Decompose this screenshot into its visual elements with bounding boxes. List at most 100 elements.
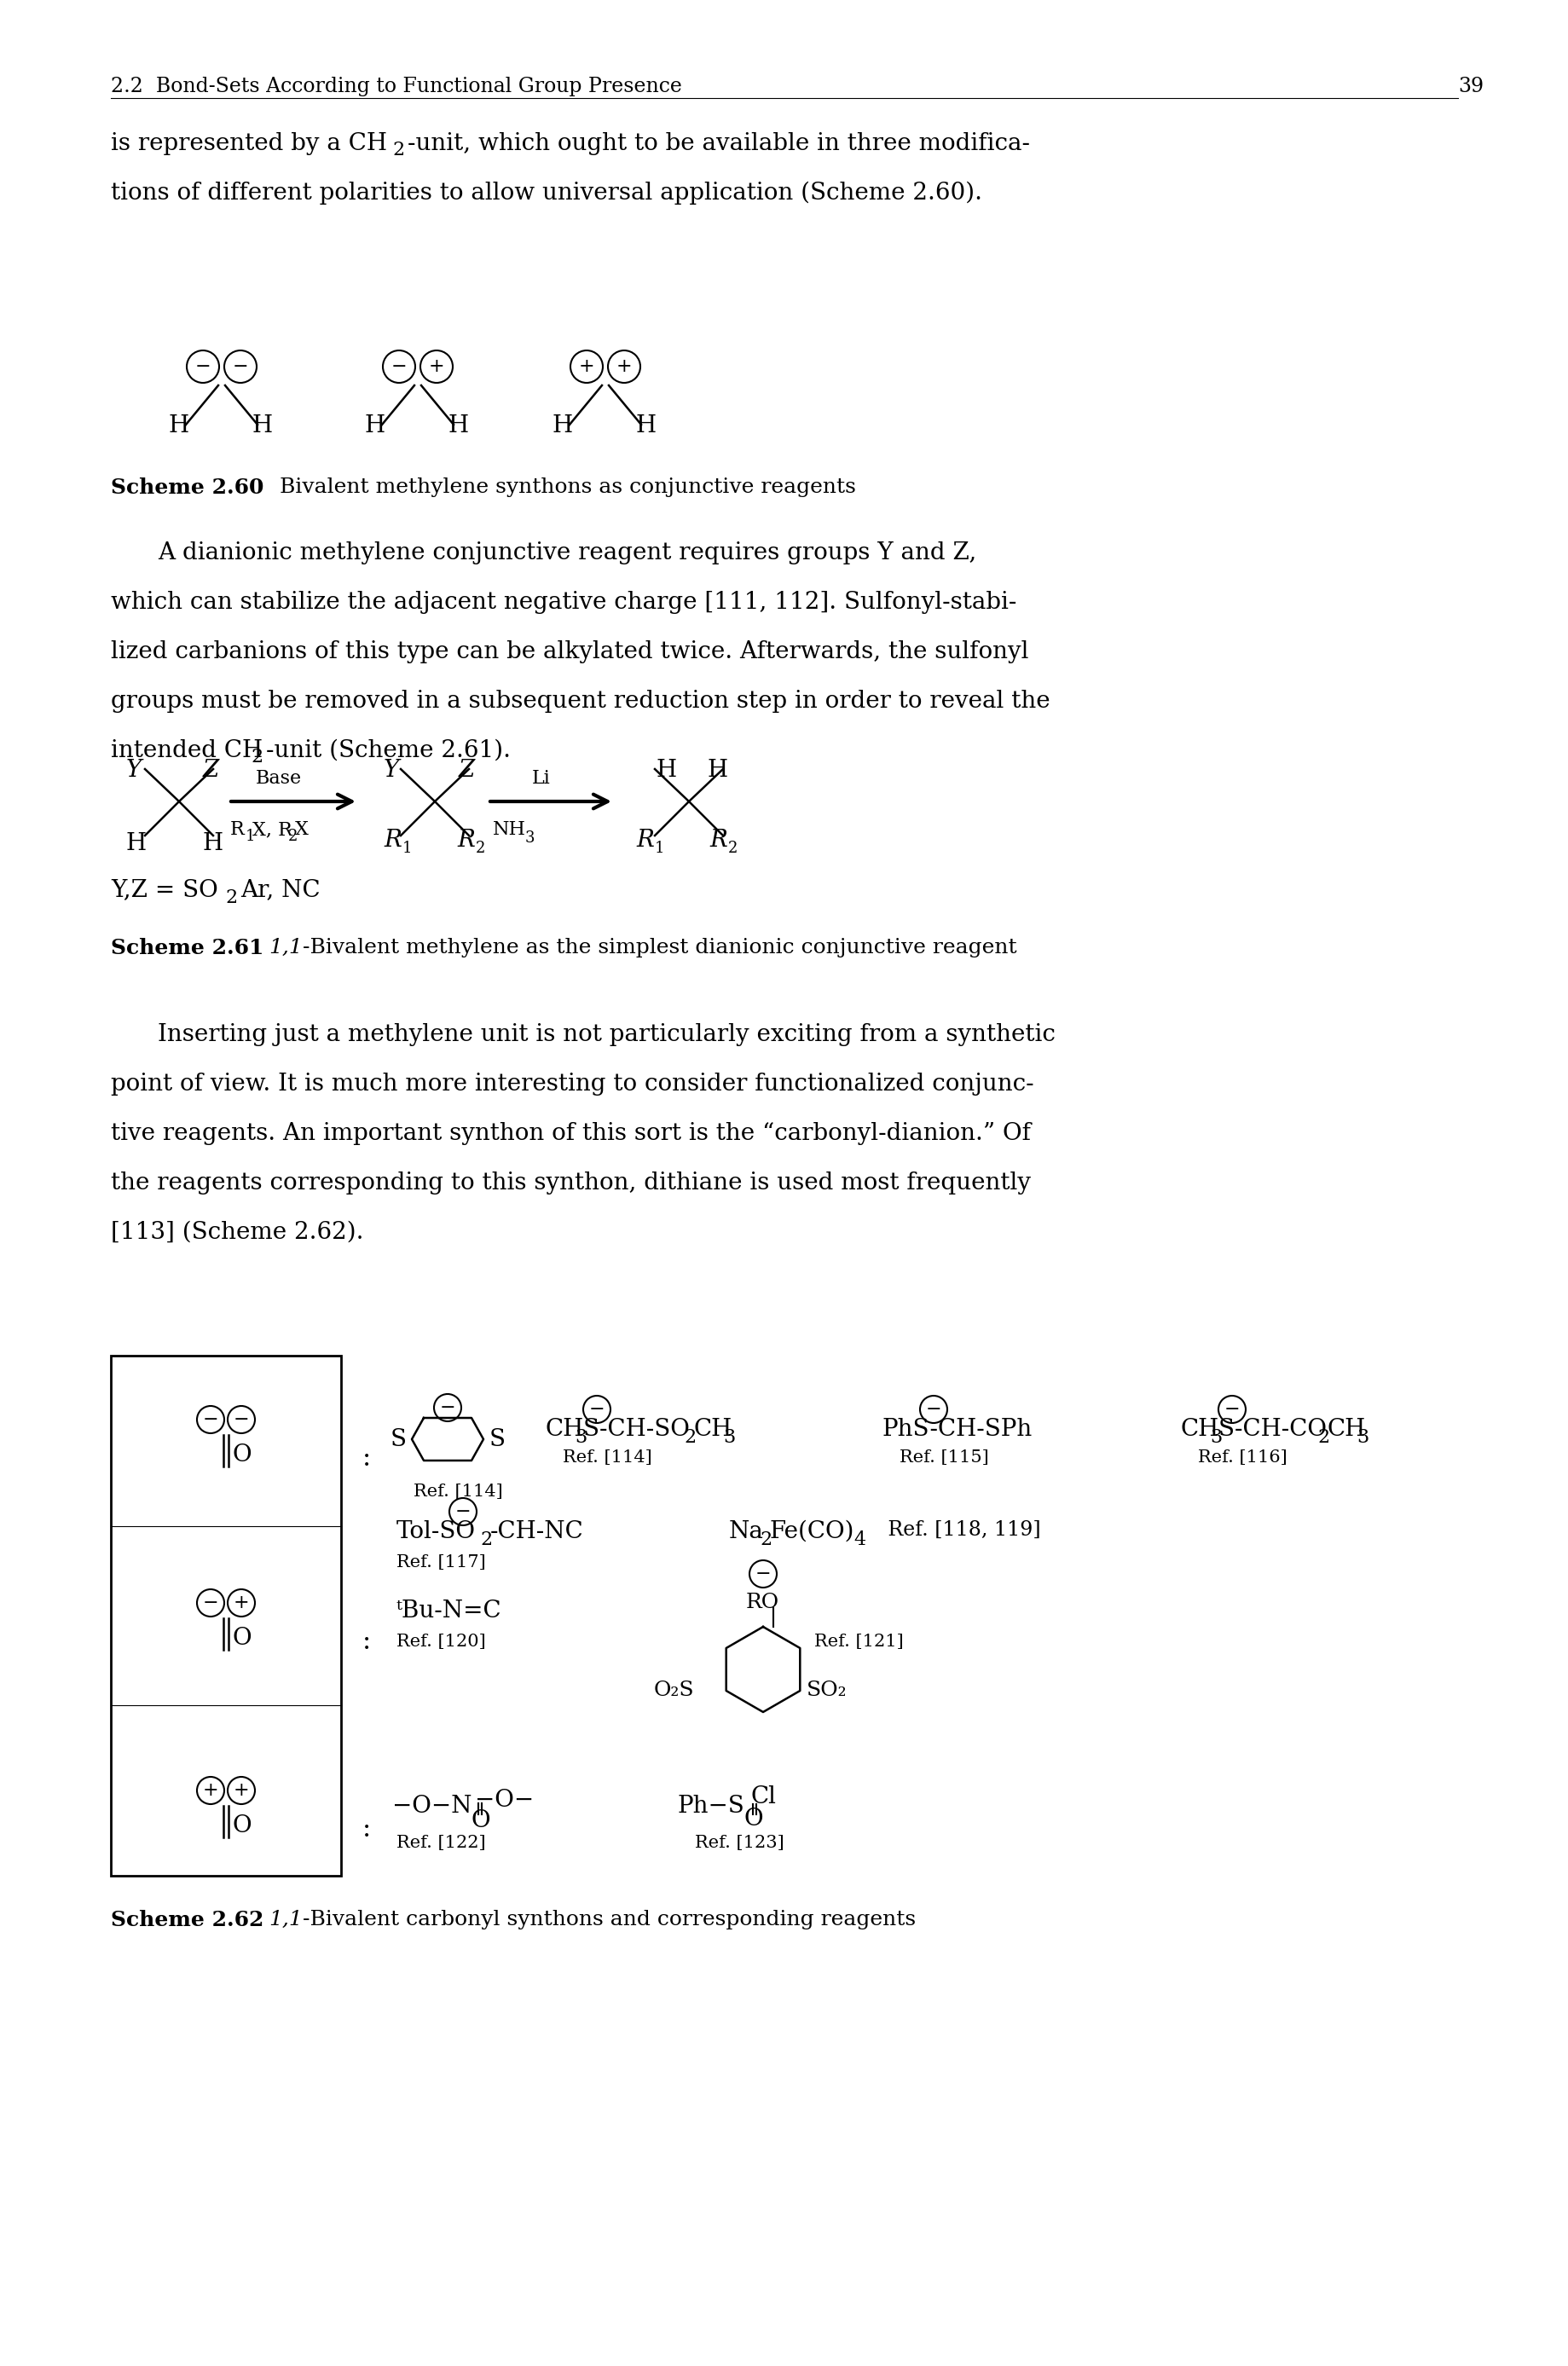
Text: 2: 2 [226,887,237,906]
Text: 3: 3 [1210,1429,1221,1448]
Bar [111,1356,342,1876]
Text: Ph−S: Ph−S [677,1796,745,1817]
Text: Ar, NC: Ar, NC [240,878,320,901]
Text: H: H [657,759,677,781]
Text: −: − [202,1410,218,1429]
Text: [113] (Scheme 2.62).: [113] (Scheme 2.62). [111,1221,364,1245]
Text: NH: NH [492,821,527,840]
Text: O: O [745,1808,764,1831]
Text: Na: Na [729,1521,764,1543]
Text: Ref. [115]: Ref. [115] [900,1450,989,1465]
Text: Ref. [116]: Ref. [116] [1198,1450,1287,1465]
Text: 2: 2 [392,140,405,159]
Text: -unit, which ought to be available in three modifica-: -unit, which ought to be available in th… [408,132,1030,156]
Text: lized carbanions of this type can be alkylated twice. Afterwards, the sulfonyl: lized carbanions of this type can be alk… [111,641,1029,662]
Text: 2: 2 [289,828,298,845]
Text: S-CH-CO: S-CH-CO [1218,1417,1328,1441]
Text: 1,1: 1,1 [268,937,303,958]
Text: O: O [472,1810,491,1831]
Text: which can stabilize the adjacent negative charge [111, 112]. Sulfonyl-stabi-: which can stabilize the adjacent negativ… [111,592,1016,613]
Text: CH: CH [695,1417,732,1441]
Text: −: − [202,1595,218,1611]
Text: −: − [234,1410,249,1429]
Text: −: − [439,1398,456,1417]
Text: −O−: −O− [475,1789,533,1812]
Text: O: O [232,1815,252,1838]
Text: 2: 2 [1317,1429,1330,1448]
Text: S-CH-SO: S-CH-SO [583,1417,690,1441]
Text: R: R [230,821,245,840]
Text: −: − [232,357,248,376]
Text: Y: Y [384,759,400,781]
Text: tions of different polarities to allow universal application (Scheme 2.60).: tions of different polarities to allow u… [111,182,982,206]
Text: CH: CH [546,1417,585,1441]
Text: R: R [384,828,401,852]
Text: H: H [169,414,190,438]
Text: 3: 3 [575,1429,586,1448]
Text: 3: 3 [1356,1429,1369,1448]
Text: CH: CH [1328,1417,1366,1441]
Text: Ref. [117]: Ref. [117] [397,1554,486,1571]
Text: :: : [362,1817,372,1843]
Text: H: H [552,414,572,438]
Text: -Bivalent carbonyl synthons and corresponding reagents: -Bivalent carbonyl synthons and correspo… [303,1909,916,1928]
Text: H: H [637,414,657,438]
Text: intended CH: intended CH [111,738,263,762]
Text: 1: 1 [403,840,412,856]
Text: Inserting just a methylene unit is not particularly exciting from a synthetic: Inserting just a methylene unit is not p… [158,1022,1055,1046]
Text: O: O [232,1628,252,1649]
Text: 2.2  Bond-Sets According to Functional Group Presence: 2.2 Bond-Sets According to Functional Gr… [111,76,682,97]
Text: −: − [390,357,408,376]
Text: A dianionic methylene conjunctive reagent requires groups Y and Z,: A dianionic methylene conjunctive reagen… [158,542,977,565]
Text: Y: Y [125,759,141,781]
Text: 2: 2 [684,1429,696,1448]
Text: 4: 4 [853,1531,866,1550]
Text: 1: 1 [246,828,256,845]
Text: +: + [234,1595,249,1611]
Text: the reagents corresponding to this synthon, dithiane is used most frequently: the reagents corresponding to this synth… [111,1171,1030,1195]
Text: Ref. [120]: Ref. [120] [397,1633,486,1649]
Text: +: + [202,1782,218,1801]
Text: -Bivalent methylene as the simplest dianionic conjunctive reagent: -Bivalent methylene as the simplest dian… [303,937,1018,958]
Text: H: H [202,833,224,854]
Text: Z: Z [459,759,475,781]
Text: CH: CH [1181,1417,1220,1441]
Text: +: + [428,357,444,376]
Text: PhS-CH-SPh: PhS-CH-SPh [883,1417,1033,1441]
Text: −: − [756,1564,771,1583]
Text: Scheme 2.61: Scheme 2.61 [111,937,263,958]
Text: Z: Z [202,759,220,781]
Text: O₂S: O₂S [654,1680,695,1701]
Text: X, R: X, R [252,821,292,840]
Text: Fe(CO): Fe(CO) [770,1521,855,1543]
Text: Ref. [122]: Ref. [122] [397,1834,486,1850]
Text: Scheme 2.60: Scheme 2.60 [111,478,263,497]
Text: 2: 2 [728,840,739,856]
Text: Scheme 2.62: Scheme 2.62 [111,1909,263,1931]
Text: point of view. It is much more interesting to consider functionalized conjunc-: point of view. It is much more interesti… [111,1072,1033,1095]
Text: 1,1: 1,1 [268,1909,303,1928]
Text: H: H [365,414,386,438]
Text: R: R [709,828,728,852]
Text: Ref. [114]: Ref. [114] [414,1483,503,1500]
Text: is represented by a CH: is represented by a CH [111,132,387,156]
Text: −: − [1225,1401,1240,1420]
Text: Ref. [123]: Ref. [123] [695,1834,784,1850]
Text: -unit (Scheme 2.61).: -unit (Scheme 2.61). [267,738,511,762]
Text: +: + [616,357,632,376]
Text: 39: 39 [1458,76,1483,97]
Text: Cl: Cl [751,1786,776,1808]
Text: R: R [456,828,475,852]
Text: Y,Z = SO: Y,Z = SO [111,878,218,901]
Text: +: + [579,357,594,376]
Text: −: − [925,1401,941,1420]
Text: :: : [362,1628,372,1654]
Text: 2: 2 [475,840,486,856]
Text: O: O [232,1443,252,1467]
Text: RO: RO [746,1592,779,1611]
Text: 3: 3 [723,1429,735,1448]
Text: −: − [590,1401,605,1420]
Text: 2: 2 [760,1531,771,1550]
Text: ᵗBu-N=C: ᵗBu-N=C [397,1599,502,1623]
Text: groups must be removed in a subsequent reduction step in order to reveal the: groups must be removed in a subsequent r… [111,691,1051,712]
